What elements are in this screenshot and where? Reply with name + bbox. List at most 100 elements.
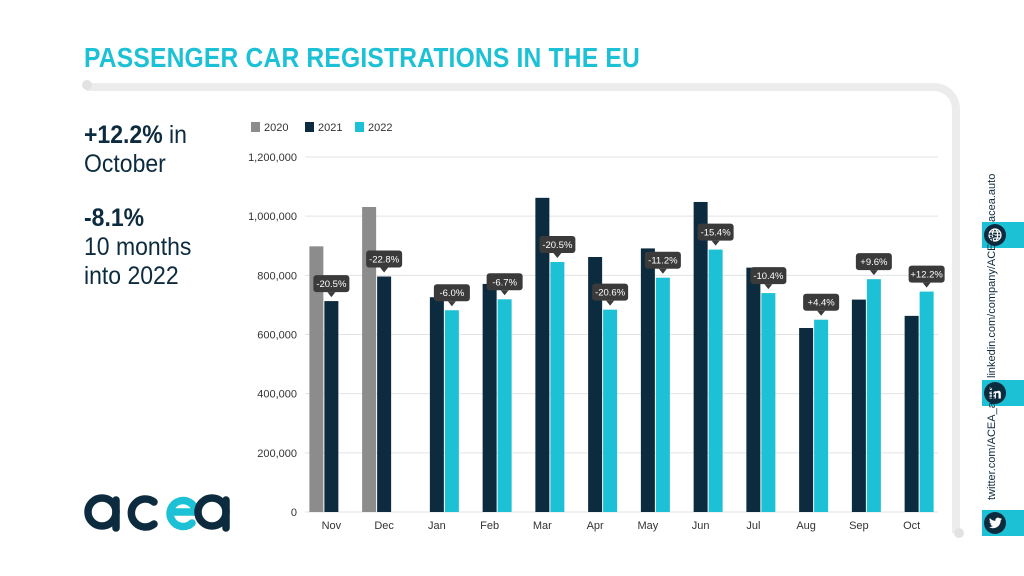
bar-2022 xyxy=(919,291,934,512)
legend-label: 2020 xyxy=(264,122,288,134)
change-label-box xyxy=(366,250,403,268)
acea-logo xyxy=(84,494,230,532)
change-label-box xyxy=(750,267,787,285)
change-label: -6.0% xyxy=(439,288,464,299)
bar-2022 xyxy=(866,279,881,512)
legend-swatch xyxy=(355,122,364,132)
bar-2021 xyxy=(535,197,550,512)
change-label-box xyxy=(908,265,945,283)
change-label-pointer xyxy=(447,301,456,307)
x-tick-label: Sep xyxy=(849,520,869,532)
change-label-box xyxy=(313,275,350,293)
bar-2021 xyxy=(377,276,392,512)
kpi-october-label: October xyxy=(84,150,166,178)
x-tick-label: Apr xyxy=(587,520,604,532)
y-tick-label: 600,000 xyxy=(257,330,297,342)
y-tick-label: 1,200,000 xyxy=(248,152,297,164)
change-label-pointer xyxy=(380,267,389,273)
legend-swatch xyxy=(251,122,260,132)
change-label: -11.2% xyxy=(648,256,678,267)
globe-icon[interactable] xyxy=(984,224,1006,246)
change-label-box xyxy=(433,284,470,302)
change-label: -20.6% xyxy=(595,288,626,299)
change-label-box xyxy=(803,293,840,311)
y-tick-label: 400,000 xyxy=(257,389,297,401)
change-label: -15.4% xyxy=(701,228,732,239)
x-tick-label: Feb xyxy=(480,520,499,532)
bar-2021 xyxy=(799,327,814,512)
change-label-pointer xyxy=(869,270,878,276)
change-label: +12.2% xyxy=(910,270,943,281)
y-tick-label: 1,000,000 xyxy=(248,211,297,223)
legend-swatch xyxy=(305,122,314,132)
x-tick-label: Aug xyxy=(796,520,816,532)
change-label-box xyxy=(486,273,523,291)
bar-2022 xyxy=(708,249,723,513)
change-label-pointer xyxy=(553,253,562,259)
bar-2022 xyxy=(550,262,565,512)
kpi-october-text: in xyxy=(162,121,187,149)
bar-2022 xyxy=(444,310,459,512)
bar-2022 xyxy=(761,293,776,512)
change-label-pointer xyxy=(500,290,509,296)
bar-2022 xyxy=(814,319,829,512)
change-label-box xyxy=(697,223,734,241)
x-tick-label: Jun xyxy=(692,520,710,532)
change-label: -20.5% xyxy=(542,240,573,251)
x-tick-label: Jul xyxy=(746,520,760,532)
bar-2022 xyxy=(655,277,670,512)
kpi-ytd-value: -8.1% xyxy=(84,204,145,232)
linkedin-icon[interactable] xyxy=(984,382,1006,404)
change-label: +9.6% xyxy=(860,257,888,268)
change-label-pointer xyxy=(658,268,667,274)
x-tick-label: Nov xyxy=(322,520,342,532)
change-label-box xyxy=(539,236,576,254)
bar-2021 xyxy=(851,299,866,512)
bar-2022 xyxy=(497,299,512,512)
frame-dot xyxy=(82,80,92,90)
kpi-october: +12.2% in October xyxy=(84,121,187,179)
page-title: PASSENGER CAR REGISTRATIONS IN THE EU xyxy=(84,42,640,73)
bar-2021 xyxy=(904,315,919,512)
change-label-box xyxy=(592,283,629,301)
change-label: -10.4% xyxy=(753,271,784,282)
change-label-pointer xyxy=(606,300,615,306)
legend-label: 2022 xyxy=(368,122,392,134)
twitter-icon[interactable] xyxy=(984,512,1006,534)
change-label: -22.8% xyxy=(369,255,400,266)
y-tick-label: 200,000 xyxy=(257,448,297,460)
x-tick-label: Jan xyxy=(428,520,446,532)
bar-2020 xyxy=(362,206,377,512)
bar-2021 xyxy=(693,201,708,512)
y-tick-label: 800,000 xyxy=(257,270,297,282)
change-label-box xyxy=(644,251,681,269)
change-label-pointer xyxy=(327,292,336,298)
change-label-pointer xyxy=(817,310,826,316)
kpi-ytd-label-1: 10 months xyxy=(84,233,192,261)
linkedin-text[interactable]: linkedin.com/company/ACEA/ xyxy=(986,233,998,378)
bar-2021 xyxy=(640,248,655,512)
bar-2021 xyxy=(746,267,761,512)
legend-label: 2021 xyxy=(318,122,342,134)
x-tick-label: May xyxy=(637,520,658,532)
bar-2020 xyxy=(309,246,324,512)
twitter-text[interactable]: twitter.com/ACEA_auto xyxy=(986,386,998,500)
kpi-october-value: +12.2% xyxy=(84,121,163,149)
change-label: -20.5% xyxy=(316,279,347,290)
change-label: +4.4% xyxy=(808,298,836,309)
x-tick-label: Oct xyxy=(903,520,920,532)
y-tick-label: 0 xyxy=(291,507,297,519)
change-label-box xyxy=(855,253,892,271)
change-label-pointer xyxy=(764,284,773,290)
bar-2021 xyxy=(588,256,603,512)
website-text[interactable]: acea.auto xyxy=(986,173,998,222)
change-label: -6.7% xyxy=(492,277,517,288)
frame-dot xyxy=(954,528,964,538)
bar-2021 xyxy=(482,283,497,512)
x-tick-label: Mar xyxy=(533,520,552,532)
bar-2022 xyxy=(603,309,618,512)
change-label-pointer xyxy=(922,282,931,288)
bar-2021 xyxy=(324,301,339,512)
x-tick-label: Dec xyxy=(374,520,394,532)
